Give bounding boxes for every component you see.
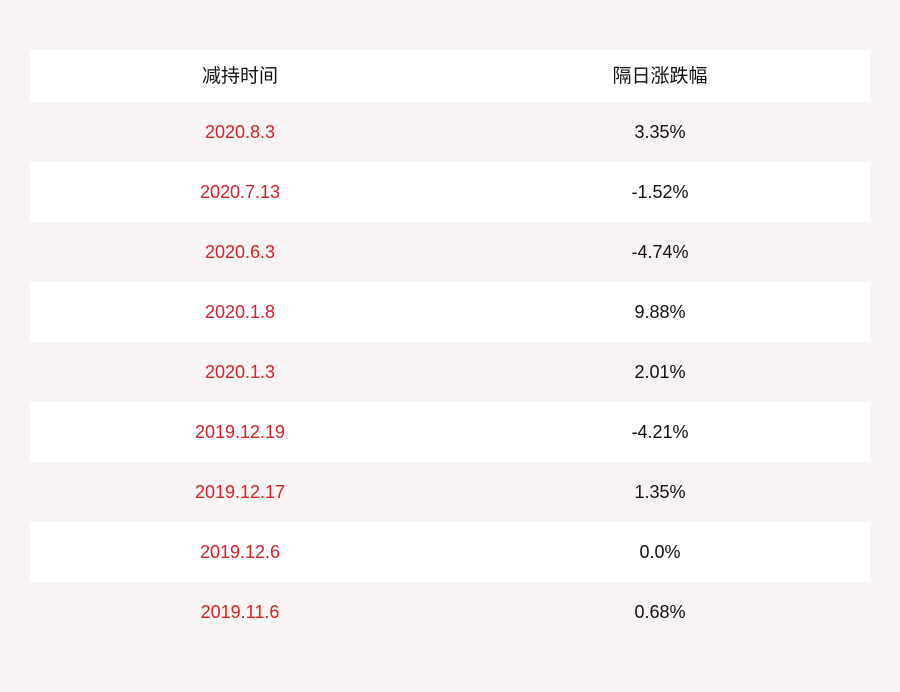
change-cell: -4.21% (631, 422, 689, 442)
table-row: 2020.8.3 3.35% (30, 102, 870, 162)
date-cell: 2019.12.17 (194, 482, 286, 502)
header-next-day-change: 隔日涨跌幅 (612, 65, 708, 87)
header-reduction-time: 减持时间 (201, 65, 278, 87)
date-cell: 2019.12.19 (194, 422, 286, 442)
change-cell: -4.74% (631, 242, 689, 262)
table-row: 2019.12.17 1.35% (30, 462, 870, 522)
change-cell: 2.01% (634, 362, 686, 382)
change-cell: 0.68% (634, 602, 686, 622)
table-row: 2020.1.8 9.88% (30, 282, 870, 342)
date-cell: 2019.12.6 (199, 542, 281, 562)
date-cell: 2020.7.13 (199, 182, 281, 202)
table-row: 2020.7.13 -1.52% (30, 162, 870, 222)
change-cell: 1.35% (634, 482, 686, 502)
table-header-row: 减持时间 隔日涨跌幅 (30, 50, 870, 102)
change-cell: 3.35% (634, 122, 686, 142)
table-row: 2020.6.3 -4.74% (30, 222, 870, 282)
table-row: 2020.1.3 2.01% (30, 342, 870, 402)
change-cell: -1.52% (631, 182, 689, 202)
change-cell: 0.0% (639, 542, 681, 562)
date-cell: 2020.6.3 (204, 242, 276, 262)
change-cell: 9.88% (634, 302, 686, 322)
data-table: 减持时间 隔日涨跌幅 2020.8.3 3.35% 2020.7.13 -1.5… (30, 50, 870, 642)
table-row: 2019.12.6 0.0% (30, 522, 870, 582)
date-cell: 2020.1.3 (204, 362, 276, 382)
date-cell: 2020.8.3 (204, 122, 276, 142)
table-row: 2019.11.6 0.68% (30, 582, 870, 642)
table-row: 2019.12.19 -4.21% (30, 402, 870, 462)
date-cell: 2020.1.8 (204, 302, 276, 322)
date-cell: 2019.11.6 (200, 602, 280, 622)
